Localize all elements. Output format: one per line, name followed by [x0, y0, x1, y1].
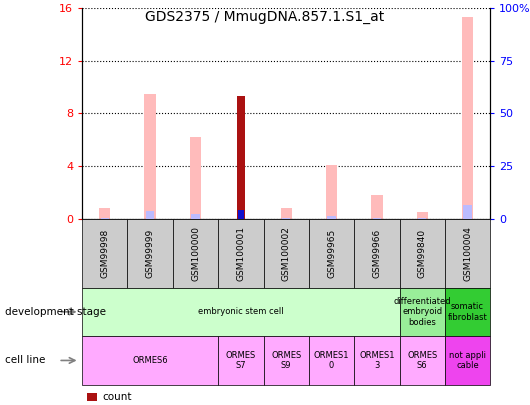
- Text: GSM99999: GSM99999: [146, 228, 155, 278]
- Text: somatic
fibroblast: somatic fibroblast: [448, 302, 488, 322]
- Text: development stage: development stage: [5, 307, 107, 317]
- Text: GSM99840: GSM99840: [418, 228, 427, 278]
- Bar: [282, 217, 290, 219]
- Text: count: count: [102, 392, 132, 402]
- Text: ORMES
S6: ORMES S6: [407, 351, 437, 370]
- Text: not appli
cable: not appli cable: [449, 351, 486, 370]
- Bar: [145, 94, 156, 219]
- Text: ORMES1
3: ORMES1 3: [359, 351, 395, 370]
- Bar: [237, 96, 245, 219]
- Bar: [464, 205, 472, 219]
- Bar: [190, 137, 201, 219]
- Text: ORMES
S9: ORMES S9: [271, 351, 302, 370]
- Text: GSM100002: GSM100002: [282, 226, 290, 281]
- Bar: [101, 218, 109, 219]
- Text: ORMES1
0: ORMES1 0: [314, 351, 349, 370]
- Bar: [146, 211, 154, 219]
- Bar: [99, 208, 110, 219]
- Text: ORMES
S7: ORMES S7: [226, 351, 256, 370]
- Text: cell line: cell line: [5, 356, 46, 365]
- Text: GDS2375 / MmugDNA.857.1.S1_at: GDS2375 / MmugDNA.857.1.S1_at: [145, 10, 385, 24]
- Text: GSM100004: GSM100004: [463, 226, 472, 281]
- Text: ORMES6: ORMES6: [132, 356, 168, 365]
- Text: differentiated
embryoid
bodies: differentiated embryoid bodies: [393, 297, 451, 327]
- Text: GSM100000: GSM100000: [191, 226, 200, 281]
- Bar: [326, 165, 337, 219]
- Bar: [371, 195, 383, 219]
- Bar: [191, 214, 200, 219]
- Text: GSM99998: GSM99998: [100, 228, 109, 278]
- Bar: [418, 218, 426, 219]
- Bar: [462, 17, 473, 219]
- Bar: [280, 208, 292, 219]
- Bar: [328, 215, 335, 219]
- Text: GSM100001: GSM100001: [236, 226, 245, 281]
- Text: GSM99966: GSM99966: [373, 228, 382, 278]
- Bar: [373, 217, 381, 219]
- Bar: [417, 212, 428, 219]
- Text: embryonic stem cell: embryonic stem cell: [198, 307, 284, 316]
- Bar: [238, 210, 244, 219]
- Text: GSM99965: GSM99965: [327, 228, 336, 278]
